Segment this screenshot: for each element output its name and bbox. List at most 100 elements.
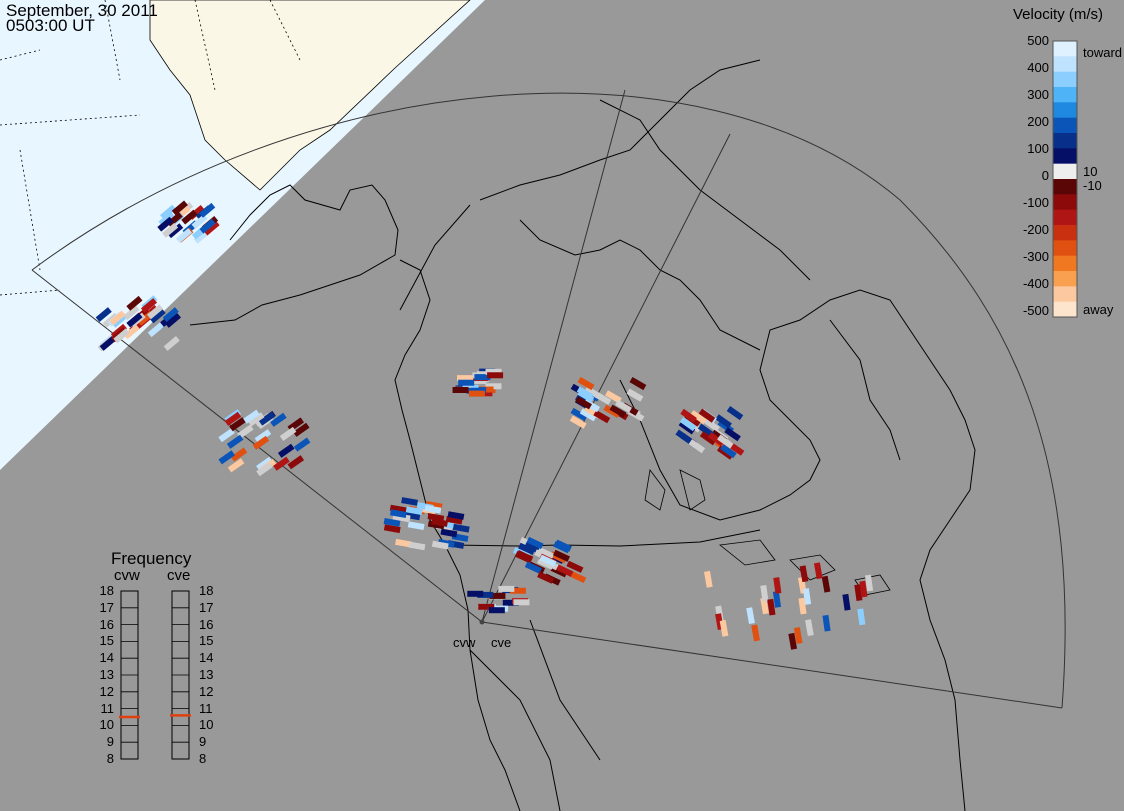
backscatter-cell [293, 422, 310, 437]
backscatter-cell [203, 220, 220, 236]
backscatter-cell [452, 386, 469, 393]
frequency-bars [119, 590, 191, 760]
frequency-tick-label-left: 8 [106, 751, 114, 766]
frequency-tick-label-left: 13 [99, 667, 114, 682]
velocity-color-segment [1053, 286, 1077, 303]
backscatter-cell [171, 200, 188, 216]
backscatter-cell [526, 536, 544, 550]
velocity-color-segment [1053, 102, 1077, 119]
backscatter-cell [175, 228, 193, 244]
backscatter-cell [821, 575, 831, 593]
frequency-tick-label-right: 10 [199, 717, 214, 733]
backscatter-cell [230, 447, 248, 462]
frequency-tick-label-left: 12 [99, 683, 114, 699]
backscatter-cell [447, 511, 465, 520]
velocity-tick-label: 200 [1027, 114, 1049, 129]
velocity-color-segment [1053, 163, 1077, 180]
frequency-tick-label-left: 11 [100, 700, 115, 716]
backscatter-cell [252, 435, 270, 450]
backscatter-cell [478, 603, 495, 610]
backscatter-cell [707, 432, 725, 447]
backscatter-cell [226, 434, 244, 449]
frequency-title: Frequency [111, 549, 192, 568]
frequency-tick-label-right: 13 [199, 667, 214, 682]
frequency-tick-label-left: 9 [106, 734, 114, 750]
backscatter-cell [408, 541, 426, 551]
backscatter-cell [690, 410, 707, 425]
frequency-radar-label-cve: cve [167, 567, 191, 584]
backscatter-cell [247, 412, 265, 427]
backscatter-cell [477, 591, 494, 598]
backscatter-cell [488, 607, 505, 614]
backscatter-cell [440, 528, 458, 538]
velocity-tick-label: -500 [1022, 303, 1049, 318]
backscatter-cell [123, 305, 140, 321]
backscatter-cell [126, 295, 143, 311]
frequency-tick-label-right: 11 [199, 700, 213, 716]
backscatter-cell [584, 386, 602, 400]
velocity-tick-label: -400 [1022, 276, 1049, 291]
borders [399, 204, 761, 761]
backscatter-cell [698, 408, 716, 423]
backscatter-cell [164, 312, 182, 328]
velocity-color-segment [1053, 179, 1077, 195]
backscatter-cell [452, 523, 470, 533]
backscatter-cell [509, 587, 526, 594]
backscatter-cell [277, 443, 295, 458]
frequency-tick-label-left: 17 [99, 599, 114, 615]
site-label-cve: cve [491, 635, 511, 650]
backscatter-cell [162, 222, 179, 238]
backscatter-cell [99, 336, 116, 351]
backscatter-cell [485, 383, 502, 390]
velocity-tick-label: 400 [1027, 60, 1049, 75]
backscatter-cell [467, 590, 484, 597]
backscatter-cell [864, 574, 874, 592]
backscatter-cell [167, 223, 184, 239]
backscatter-cell [149, 308, 166, 324]
backscatter-cell [760, 585, 769, 602]
frequency-tick-label-right: 16 [199, 616, 214, 632]
backscatter-cell [218, 428, 235, 443]
backscatter-cell [498, 585, 515, 592]
backscatter-cell [395, 538, 412, 548]
daylight-land [149, 0, 471, 191]
velocity-tick-label: 100 [1027, 141, 1049, 156]
backscatter-cell [256, 462, 273, 477]
backscatter-cell [227, 458, 245, 473]
backscatter-cell [577, 376, 595, 391]
backscatter-cell [842, 593, 851, 611]
backscatter-cell [577, 389, 595, 403]
backscatter-cell [524, 561, 542, 574]
velocity-title: Velocity (m/s) [1013, 6, 1104, 23]
backscatter-cell [552, 549, 571, 562]
velocity-color-segment [1053, 148, 1077, 165]
velocity-color-segment [1053, 225, 1077, 241]
backscatter-cell [751, 624, 760, 642]
lakes [644, 469, 891, 596]
time-title: 0503:00 UT [6, 16, 95, 35]
velocity-tick-label: -10 [1083, 178, 1102, 193]
backscatter-cell [147, 322, 164, 338]
backscatter-cell [516, 550, 534, 563]
velocity-tick-label: 10 [1083, 164, 1098, 179]
backscatter-cell [566, 560, 584, 573]
backscatter-cell [717, 434, 734, 449]
backscatter-cell [720, 444, 737, 459]
backscatter-cell [181, 209, 198, 225]
velocity-color-segment [1053, 255, 1077, 272]
backscatter-cell [513, 599, 530, 606]
velocity-tick-label: -200 [1022, 222, 1049, 237]
backscatter-cell [604, 390, 622, 404]
backscatter-cell [704, 570, 713, 588]
radar-cells [95, 200, 874, 650]
frequency-tick-label-right: 9 [199, 734, 207, 750]
coastlines [189, 59, 976, 811]
backscatter-cell [147, 304, 164, 320]
frequency-tick-label-left: 18 [99, 583, 114, 598]
backscatter-cell [270, 412, 287, 427]
backscatter-cell [237, 424, 254, 439]
backscatter-cell [579, 408, 597, 422]
backscatter-cell [218, 450, 235, 465]
backscatter-cell [799, 565, 809, 583]
